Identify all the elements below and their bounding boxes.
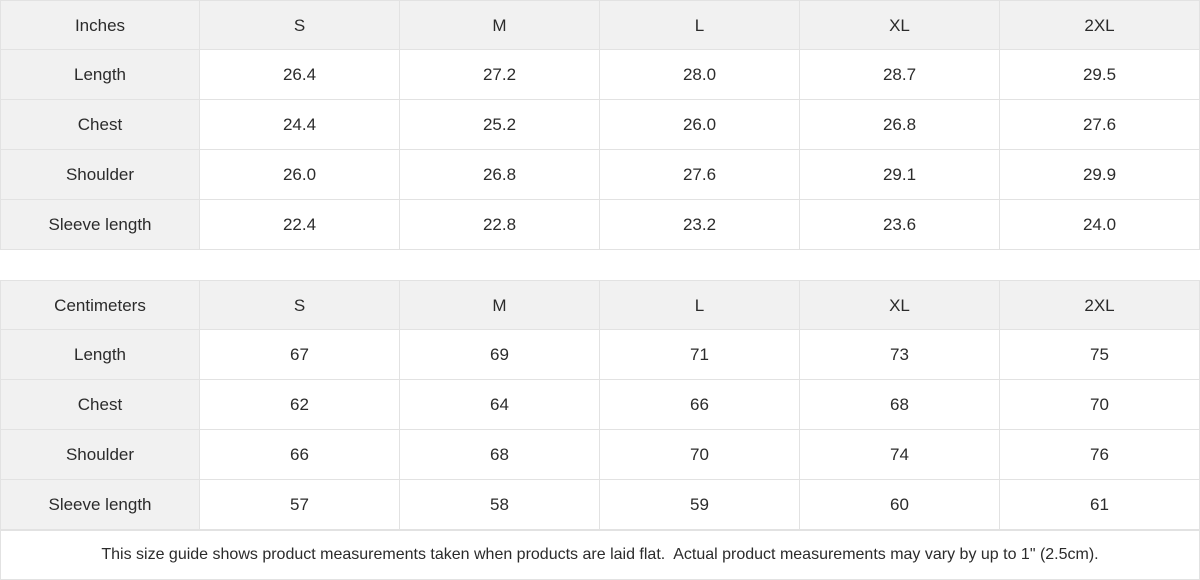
table-row: Chest 62 64 66 68 70	[0, 380, 1200, 430]
row-label: Length	[0, 50, 200, 100]
size-column-header-2xl: 2XL	[1000, 280, 1200, 330]
measurement-value: 61	[1000, 480, 1200, 530]
measurement-value: 26.0	[200, 150, 400, 200]
measurement-value: 73	[800, 330, 1000, 380]
measurement-value: 67	[200, 330, 400, 380]
size-column-header-l: L	[600, 280, 800, 330]
table-row: Shoulder 26.0 26.8 27.6 29.1 29.9	[0, 150, 1200, 200]
measurement-value: 22.8	[400, 200, 600, 250]
unit-label: Centimeters	[0, 280, 200, 330]
measurement-value: 66	[200, 430, 400, 480]
measurement-value: 28.7	[800, 50, 1000, 100]
size-table-centimeters: Centimeters S M L XL 2XL Length 67 69 71…	[0, 280, 1200, 530]
size-guide-note-text: This size guide shows product measuremen…	[101, 546, 1099, 563]
measurement-value: 60	[800, 480, 1000, 530]
row-label: Sleeve length	[0, 480, 200, 530]
table-row: Length 67 69 71 73 75	[0, 330, 1200, 380]
measurement-value: 71	[600, 330, 800, 380]
row-label: Length	[0, 330, 200, 380]
table-header-row: Inches S M L XL 2XL	[0, 0, 1200, 50]
table-row: Sleeve length 57 58 59 60 61	[0, 480, 1200, 530]
measurement-value: 23.2	[600, 200, 800, 250]
measurement-value: 74	[800, 430, 1000, 480]
measurement-value: 70	[1000, 380, 1200, 430]
size-column-header-xl: XL	[800, 280, 1000, 330]
measurement-value: 64	[400, 380, 600, 430]
measurement-value: 25.2	[400, 100, 600, 150]
measurement-value: 23.6	[800, 200, 1000, 250]
table-row: Sleeve length 22.4 22.8 23.2 23.6 24.0	[0, 200, 1200, 250]
measurement-value: 26.4	[200, 50, 400, 100]
table-gap	[0, 250, 1200, 280]
measurement-value: 75	[1000, 330, 1200, 380]
measurement-value: 29.9	[1000, 150, 1200, 200]
size-column-header-s: S	[200, 280, 400, 330]
measurement-value: 62	[200, 380, 400, 430]
measurement-value: 24.4	[200, 100, 400, 150]
size-table-inches: Inches S M L XL 2XL Length 26.4 27.2 28.…	[0, 0, 1200, 250]
size-column-header-2xl: 2XL	[1000, 0, 1200, 50]
measurement-value: 28.0	[600, 50, 800, 100]
table-row: Shoulder 66 68 70 74 76	[0, 430, 1200, 480]
measurement-value: 57	[200, 480, 400, 530]
table-row: Length 26.4 27.2 28.0 28.7 29.5	[0, 50, 1200, 100]
size-guide-note: This size guide shows product measuremen…	[0, 530, 1200, 580]
measurement-value: 69	[400, 330, 600, 380]
measurement-value: 26.8	[800, 100, 1000, 150]
measurement-value: 68	[400, 430, 600, 480]
measurement-value: 27.6	[600, 150, 800, 200]
measurement-value: 29.1	[800, 150, 1000, 200]
size-column-header-m: M	[400, 0, 600, 50]
size-column-header-xl: XL	[800, 0, 1000, 50]
size-column-header-m: M	[400, 280, 600, 330]
measurement-value: 26.8	[400, 150, 600, 200]
table-header-row: Centimeters S M L XL 2XL	[0, 280, 1200, 330]
measurement-value: 27.6	[1000, 100, 1200, 150]
size-column-header-l: L	[600, 0, 800, 50]
unit-label: Inches	[0, 0, 200, 50]
row-label: Shoulder	[0, 430, 200, 480]
measurement-value: 66	[600, 380, 800, 430]
measurement-value: 70	[600, 430, 800, 480]
row-label: Chest	[0, 380, 200, 430]
table-row: Chest 24.4 25.2 26.0 26.8 27.6	[0, 100, 1200, 150]
measurement-value: 76	[1000, 430, 1200, 480]
measurement-value: 29.5	[1000, 50, 1200, 100]
size-column-header-s: S	[200, 0, 400, 50]
row-label: Sleeve length	[0, 200, 200, 250]
measurement-value: 68	[800, 380, 1000, 430]
measurement-value: 58	[400, 480, 600, 530]
row-label: Chest	[0, 100, 200, 150]
row-label: Shoulder	[0, 150, 200, 200]
measurement-value: 59	[600, 480, 800, 530]
measurement-value: 26.0	[600, 100, 800, 150]
measurement-value: 27.2	[400, 50, 600, 100]
measurement-value: 24.0	[1000, 200, 1200, 250]
measurement-value: 22.4	[200, 200, 400, 250]
